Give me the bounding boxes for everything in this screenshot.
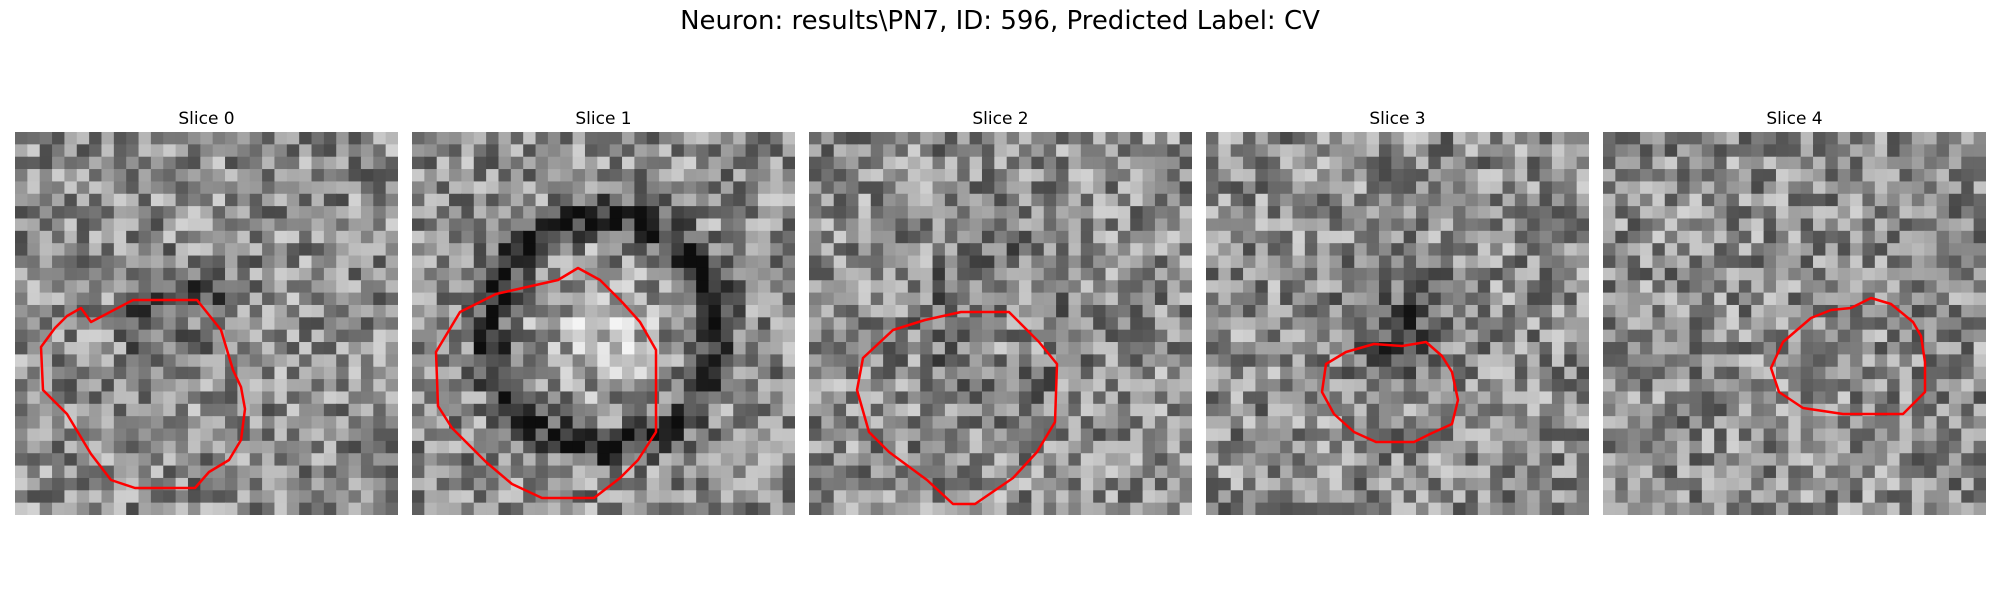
slice-title-2: Slice 2 [972,109,1029,129]
contour-outline-1 [434,266,658,500]
contour-outline-3 [1320,340,1460,444]
slice-panel-2: Slice 2 [809,106,1192,515]
contour-outline-0 [39,298,247,490]
slice-title-3: Slice 3 [1369,109,1426,129]
slice-image-1 [412,132,795,515]
slice-pixels-0 [15,132,398,515]
slice-title-0: Slice 0 [178,109,235,129]
contour-outline-4 [1769,296,1927,416]
slice-title-4: Slice 4 [1766,109,1823,129]
slice-pixels-2 [809,132,1192,515]
slice-image-0 [15,132,398,515]
slice-panel-3: Slice 3 [1206,106,1589,515]
slice-panel-4: Slice 4 [1603,106,1986,515]
slice-pixels-1 [412,132,795,515]
slice-image-3 [1206,132,1589,515]
slice-panel-1: Slice 1 [412,106,795,515]
contour-outline-2 [855,310,1059,506]
slice-image-4 [1603,132,1986,515]
slice-pixels-3 [1206,132,1589,515]
slice-title-1: Slice 1 [575,109,632,129]
slice-panel-0: Slice 0 [15,106,398,515]
slice-image-2 [809,132,1192,515]
slice-pixels-4 [1603,132,1986,515]
figure-title: Neuron: results\PN7, ID: 596, Predicted … [680,6,1320,36]
